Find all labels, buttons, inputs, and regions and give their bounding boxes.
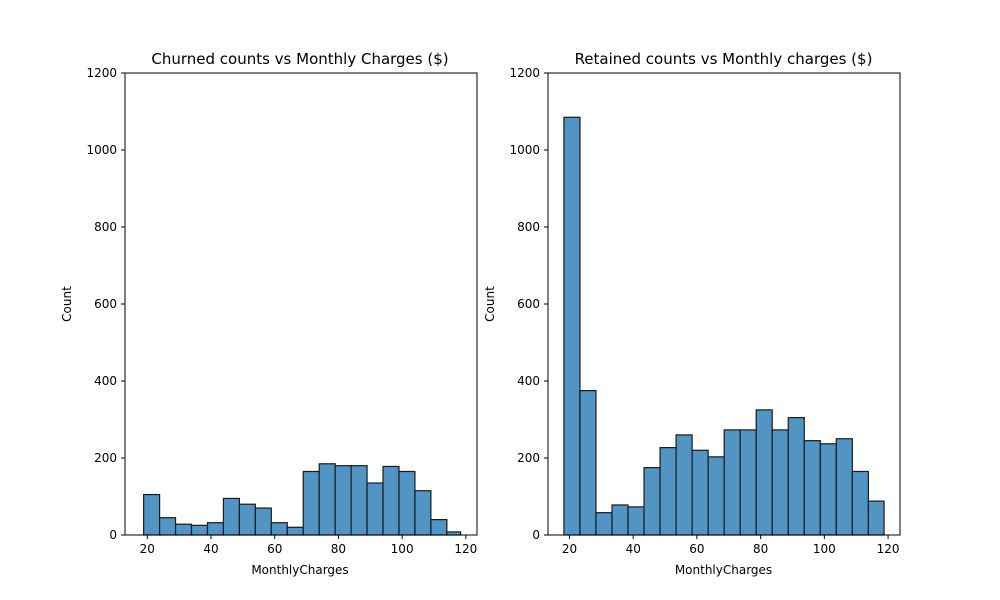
x-tick-label: 120 — [877, 542, 900, 556]
histogram-bar — [787, 416, 805, 536]
histogram-bar — [366, 482, 384, 536]
chart-title: Churned counts vs Monthly Charges ($) — [151, 50, 448, 68]
histogram-bar — [819, 443, 837, 536]
histogram-bar — [867, 500, 885, 536]
x-axis-label: MonthlyCharges — [675, 563, 772, 577]
histogram-bar — [595, 512, 613, 536]
histogram-bar — [143, 493, 161, 536]
y-tick-label: 0 — [532, 528, 540, 542]
histogram-bar — [851, 470, 869, 536]
histogram-bar — [238, 503, 256, 536]
x-tick-label: 20 — [562, 542, 577, 556]
x-axis-label: MonthlyCharges — [251, 563, 348, 577]
histogram-bar — [707, 456, 725, 536]
chart-title: Retained counts vs Monthly charges ($) — [575, 50, 873, 68]
y-tick-label: 800 — [94, 220, 117, 234]
y-axis-label: Count — [60, 286, 74, 322]
x-tick-label: 100 — [813, 542, 836, 556]
histogram-bar — [675, 434, 693, 536]
histogram-bar — [563, 116, 581, 536]
x-tick-label: 60 — [267, 542, 282, 556]
y-tick-label: 1200 — [86, 66, 117, 80]
x-tick-label: 60 — [689, 542, 704, 556]
histogram-bar — [190, 524, 209, 536]
y-tick-label: 600 — [517, 297, 540, 311]
y-tick-label: 1000 — [86, 143, 117, 157]
histogram-bar — [382, 465, 400, 536]
y-tick-label: 200 — [94, 451, 117, 465]
histogram-bar — [174, 523, 193, 536]
retained-histogram-panel: Retained counts vs Monthly charges ($) M… — [483, 50, 901, 577]
histogram-bar — [158, 517, 177, 536]
x-tick-label: 80 — [331, 542, 346, 556]
y-tick-label: 800 — [517, 220, 540, 234]
plot-frame — [124, 72, 478, 536]
x-tick-label: 20 — [140, 542, 155, 556]
bars — [563, 116, 885, 536]
histogram-bar — [579, 390, 597, 536]
y-tick-label: 600 — [94, 297, 117, 311]
x-ticks: 20 40 60 80 100 120 — [562, 535, 900, 556]
histogram-bar — [270, 522, 288, 536]
histogram-bar — [254, 507, 272, 536]
histogram-bar — [222, 497, 240, 536]
x-ticks: 20 40 60 80 100 120 — [140, 535, 477, 556]
histogram-bar — [659, 447, 677, 536]
histogram-bar — [739, 429, 757, 536]
x-tick-label: 120 — [454, 542, 477, 556]
histogram-bar — [350, 465, 368, 536]
x-tick-label: 80 — [753, 542, 768, 556]
histogram-bar — [286, 526, 304, 536]
histogram-bar — [318, 463, 336, 536]
histogram-bar — [723, 429, 741, 536]
bars — [143, 463, 462, 536]
y-ticks: 0 200 400 600 800 1000 1200 — [509, 66, 548, 542]
histogram-bar — [334, 465, 352, 536]
histogram-bar — [835, 438, 853, 536]
churned-histogram-panel: Churned counts vs Monthly Charges ($) Mo… — [60, 50, 478, 577]
y-axis-label: Count — [483, 286, 497, 322]
histogram-bar — [755, 409, 773, 536]
histogram-bar — [691, 449, 709, 536]
x-tick-label: 40 — [203, 542, 218, 556]
y-tick-label: 1200 — [509, 66, 540, 80]
histogram-bar — [206, 522, 225, 536]
histogram-bar — [398, 470, 416, 536]
y-ticks: 0 200 400 600 800 1000 1200 — [86, 66, 125, 542]
y-tick-label: 0 — [109, 528, 117, 542]
y-tick-label: 200 — [517, 451, 540, 465]
histogram-bar — [627, 506, 645, 536]
x-tick-label: 100 — [391, 542, 414, 556]
y-tick-label: 400 — [517, 374, 540, 388]
histogram-bar — [643, 467, 661, 536]
plot-frame — [547, 72, 901, 536]
x-tick-label: 40 — [626, 542, 641, 556]
histogram-bar — [771, 429, 789, 536]
histogram-bar — [414, 490, 432, 536]
histogram-bar — [611, 504, 629, 536]
histogram-bar — [803, 440, 821, 536]
histogram-bar — [302, 470, 320, 536]
y-tick-label: 400 — [94, 374, 117, 388]
y-tick-label: 1000 — [509, 143, 540, 157]
histogram-bar — [430, 518, 448, 536]
